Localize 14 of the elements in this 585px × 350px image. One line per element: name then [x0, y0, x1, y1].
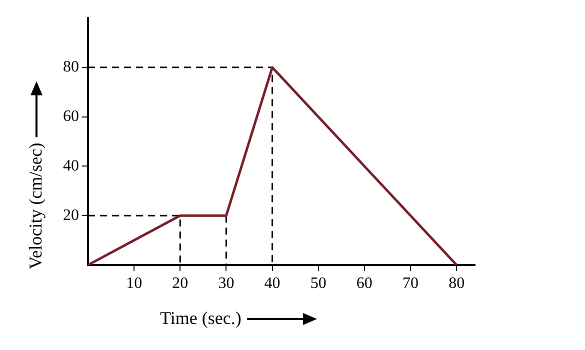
x-tick-label: 30 — [218, 274, 234, 292]
y-tick-label: 60 — [63, 108, 79, 126]
x-tick-label: 10 — [126, 274, 142, 292]
y-tick-label: 80 — [63, 58, 79, 76]
x-tick-label: 80 — [448, 274, 465, 292]
x-axis-title: Time (sec.) — [160, 308, 242, 329]
x-tick-label: 50 — [310, 274, 326, 292]
x-tick-label: 40 — [264, 274, 280, 292]
y-tick-label: 40 — [63, 157, 79, 174]
x-tick-label: 20 — [172, 274, 188, 292]
x-tick-label: 70 — [402, 274, 418, 292]
y-axis-title: Velocity (cm/sec) — [26, 142, 46, 270]
x-tick-label: 60 — [356, 274, 372, 292]
y-tick-label: 20 — [63, 206, 79, 224]
